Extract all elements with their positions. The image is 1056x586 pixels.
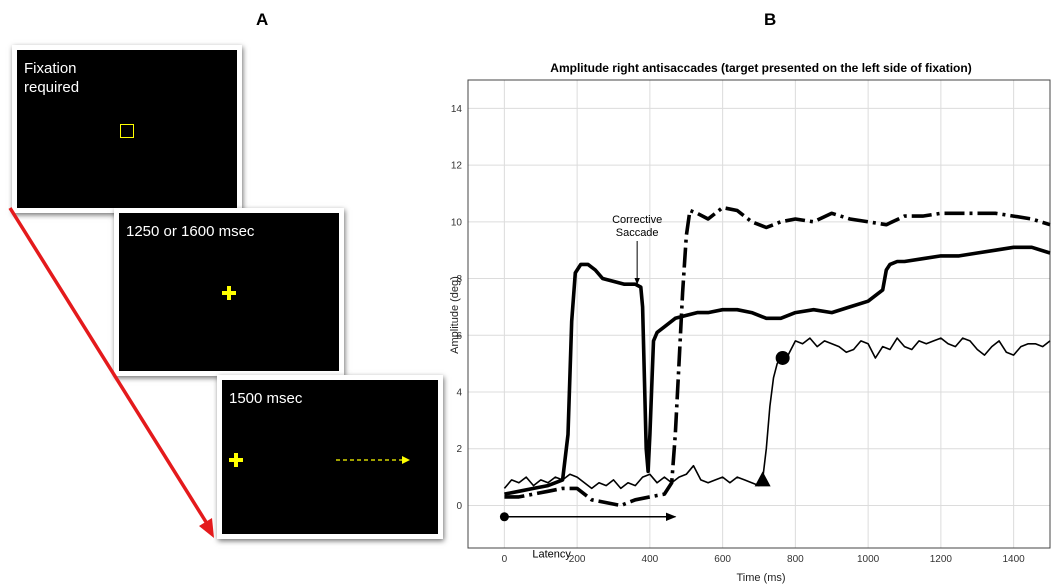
series-line-thick-solid	[504, 245, 1051, 496]
y-tick-label: 12	[451, 161, 463, 172]
target-cross-icon	[229, 453, 243, 467]
x-tick-label: 400	[642, 554, 659, 565]
series-line-thin-solid	[503, 337, 1051, 490]
chart-title: Amplitude right antisaccades (target pre…	[550, 61, 971, 75]
y-tick-label: 8	[456, 274, 462, 285]
y-tick-label: 6	[456, 331, 462, 342]
dashed-arrow-icon	[336, 456, 410, 464]
y-tick-label: 14	[451, 104, 463, 115]
red-diagonal-arrow	[8, 207, 214, 538]
y-tick-label: 0	[456, 501, 462, 512]
latency-label: Latency	[532, 549, 571, 561]
x-tick-label: 600	[714, 554, 731, 565]
fixation-square-icon	[120, 124, 134, 138]
cross-icon	[222, 286, 236, 300]
chart-ticks: 0 200 400 600 800 1000 1200 1400 0 2 4 6 8 10 12 14	[451, 104, 1025, 565]
x-tick-label: 800	[787, 554, 804, 565]
screen-target-text: 1500 msec	[229, 390, 303, 407]
screen-fixation-cross: 1250 or 1600 msec	[114, 208, 344, 376]
x-tick-label: 1200	[930, 554, 953, 565]
chart-series	[503, 205, 1051, 508]
y-tick-label: 10	[451, 217, 463, 228]
y-axis-title: Amplitude (deg)	[449, 276, 461, 354]
panel-a-label: A	[256, 10, 269, 29]
x-tick-label: 1400	[1003, 554, 1026, 565]
series-line-thick-dashed	[504, 205, 1051, 508]
x-tick-label: 1000	[857, 554, 880, 565]
screen-fixation-cross-text: 1250 or 1600 msec	[126, 223, 255, 240]
plot-frame	[467, 79, 1051, 549]
screen-target: 1500 msec	[217, 375, 443, 539]
triangle-marker	[754, 471, 771, 487]
screen-fixation-text: Fixation required	[24, 60, 80, 96]
x-axis-title: Time (ms)	[736, 572, 785, 584]
panel-b-label: B	[764, 10, 777, 29]
corrective-saccade-label: Corrective Saccade	[612, 214, 662, 239]
y-tick-label: 4	[456, 388, 462, 399]
chart-annotations: Corrective Saccade Latency	[504, 214, 677, 561]
y-tick-label: 2	[456, 444, 462, 455]
x-tick-label: 200	[569, 554, 586, 565]
circle-marker	[775, 350, 790, 365]
x-tick-label: 0	[502, 554, 508, 565]
